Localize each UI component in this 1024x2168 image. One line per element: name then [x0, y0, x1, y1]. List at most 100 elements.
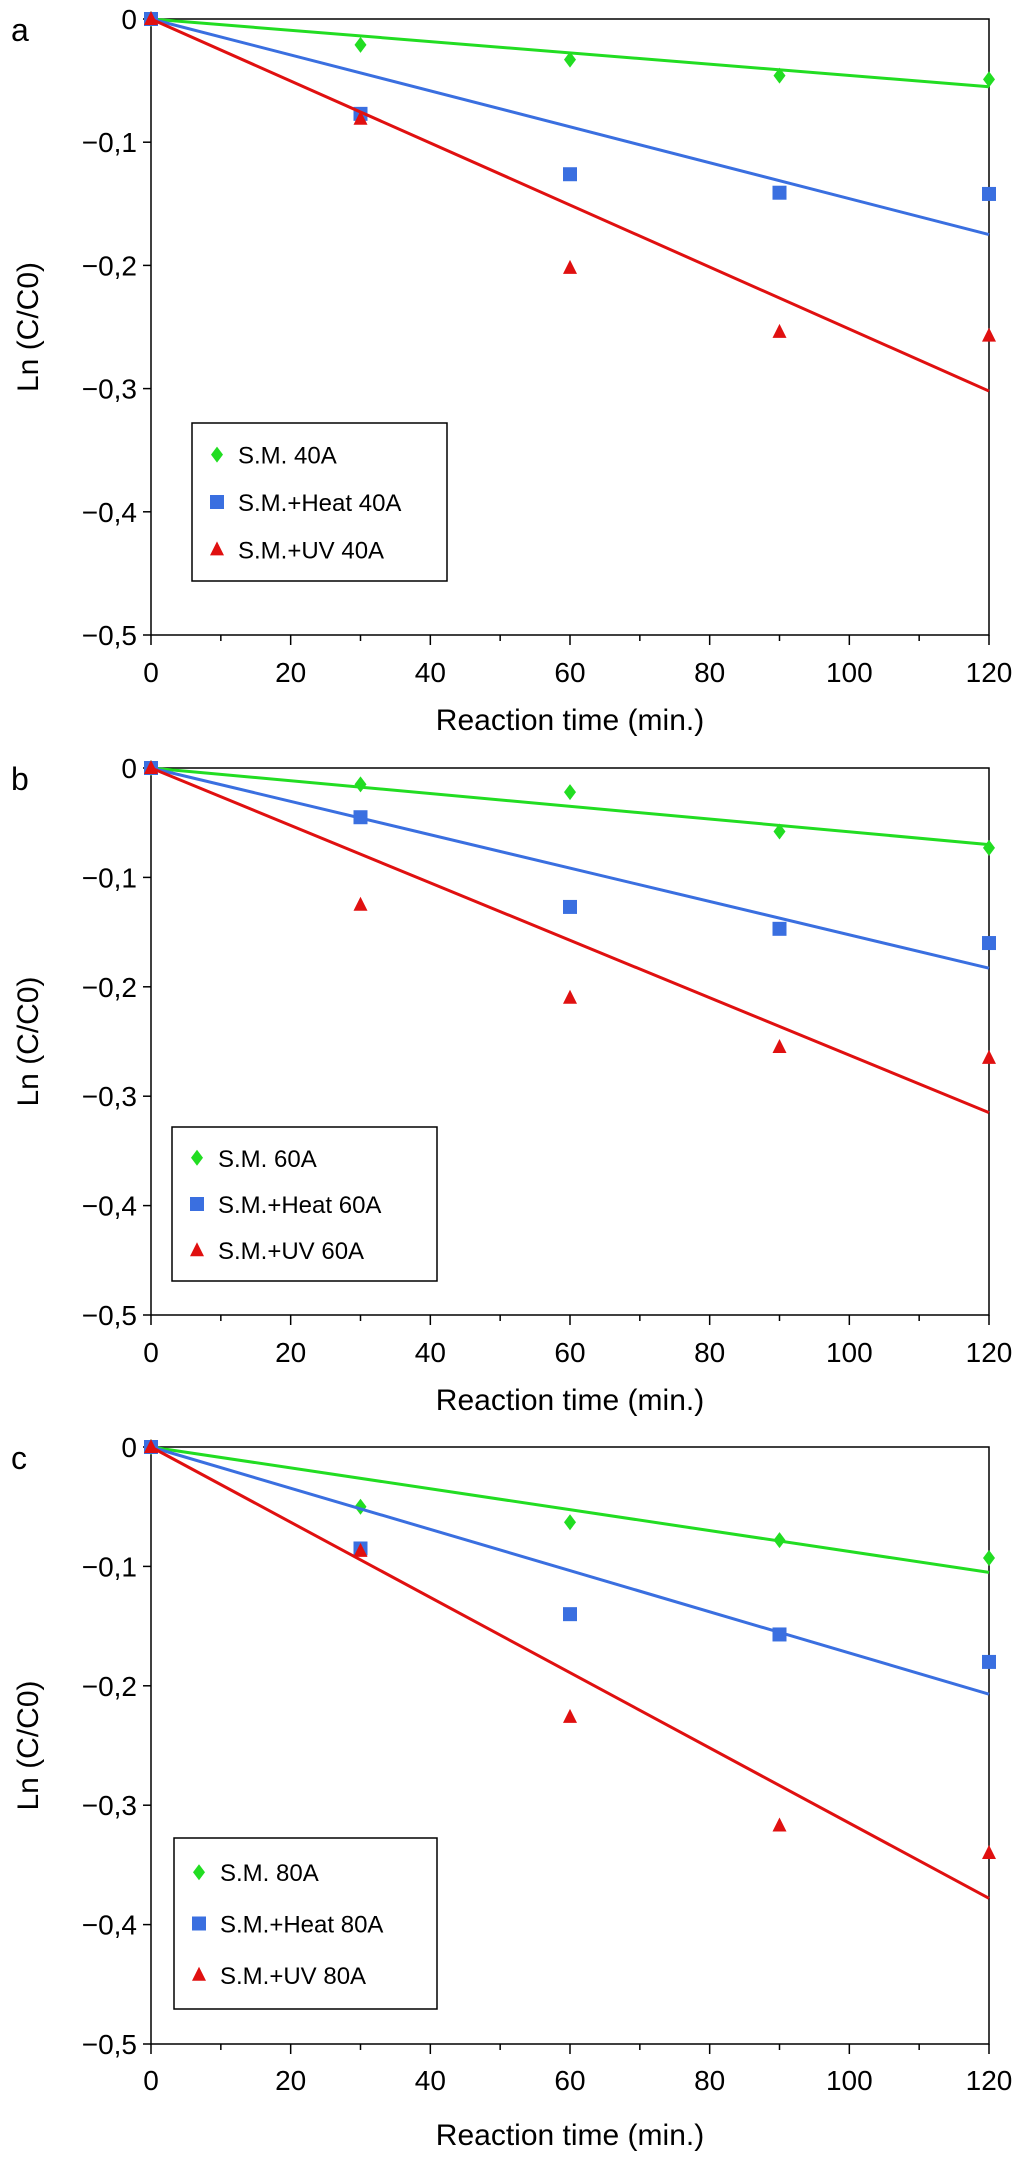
fit-line — [150, 17, 990, 393]
data-point — [983, 71, 995, 88]
data-point — [564, 1514, 576, 1531]
legend-marker — [191, 1149, 203, 1166]
y-tick-label: −0,1 — [82, 862, 137, 893]
x-tick-label: 120 — [966, 2065, 1013, 2096]
data-point — [772, 1038, 787, 1053]
legend-marker — [190, 1242, 204, 1257]
x-tick-label: 120 — [966, 1337, 1013, 1368]
legend-label: S.M.+Heat 80A — [220, 1912, 383, 1939]
legend-label: S.M.+Heat 60A — [218, 1192, 381, 1219]
x-tick-label: 100 — [826, 1337, 873, 1368]
fit-line — [150, 1445, 990, 1696]
data-point — [144, 11, 158, 25]
legend-label: S.M. 80A — [220, 1860, 319, 1887]
legend-label: S.M.+Heat 40A — [238, 490, 401, 517]
data-point — [983, 839, 995, 856]
x-tick-label: 80 — [694, 657, 725, 688]
x-tick-label: 0 — [143, 2065, 159, 2096]
x-tick-label: 120 — [966, 657, 1013, 688]
data-point — [773, 67, 786, 84]
y-tick-label: −0,4 — [82, 497, 137, 528]
panel-a: a 0−0,1−0,2−0,3−0,4−0,50 20 40 60 80 100 120Rea… — [11, 4, 1012, 737]
y-tick-label: −0,3 — [82, 374, 137, 405]
data-point — [353, 896, 368, 911]
data-point — [982, 1049, 996, 1064]
data-point — [563, 167, 577, 182]
data-point — [354, 36, 367, 53]
fit-line — [150, 1445, 990, 1900]
x-tick-label: 20 — [275, 2065, 306, 2096]
y-axis-label: Ln (C/C0) — [12, 976, 45, 1106]
x-tick-label: 20 — [275, 657, 306, 688]
legend-marker — [211, 446, 223, 463]
legend-marker — [210, 541, 224, 556]
data-point — [564, 784, 576, 801]
legend-marker — [193, 1864, 205, 1881]
data-point — [772, 1817, 787, 1832]
legend-marker — [190, 1197, 204, 1211]
y-axis-label: Ln (C/C0) — [12, 1680, 45, 1810]
x-tick-label: 80 — [694, 1337, 725, 1368]
legend-box — [173, 1837, 438, 2010]
x-tick-label: 100 — [826, 2065, 873, 2096]
data-point — [983, 1550, 995, 1567]
y-tick-label: −0,5 — [82, 1300, 137, 1331]
x-tick-label: 0 — [143, 657, 159, 688]
panel-label: a — [11, 12, 29, 48]
y-tick-label: −0,5 — [82, 620, 137, 651]
y-tick-label: −0,1 — [82, 127, 137, 158]
y-tick-label: −0,2 — [82, 250, 137, 281]
panel-label: c — [11, 1440, 27, 1476]
data-point — [353, 810, 368, 825]
legend-label: S.M.+UV 40A — [238, 537, 384, 564]
fit-line — [150, 766, 990, 970]
data-point — [982, 1654, 996, 1669]
fit-line — [150, 766, 990, 847]
data-point — [353, 1542, 368, 1557]
data-point — [353, 110, 368, 125]
y-axis-label: Ln (C/C0) — [12, 262, 45, 392]
fit-line — [150, 766, 990, 1114]
data-point — [144, 760, 158, 774]
y-tick-label: −0,4 — [82, 1191, 137, 1222]
x-tick-label: 100 — [826, 657, 873, 688]
legend-marker — [210, 495, 224, 509]
legend-box — [191, 422, 448, 582]
y-tick-label: −0,4 — [82, 1910, 137, 1941]
y-tick-label: −0,2 — [82, 1671, 137, 1702]
y-tick-label: 0 — [121, 1432, 137, 1463]
panel-label: b — [11, 761, 29, 797]
data-point — [563, 989, 577, 1004]
data-point — [354, 776, 367, 793]
fit-line — [150, 1445, 990, 1574]
y-tick-label: 0 — [121, 753, 137, 784]
x-tick-label: 60 — [554, 657, 585, 688]
x-tick-label: 40 — [415, 1337, 446, 1368]
x-axis-label: Reaction time (min.) — [436, 1384, 704, 1417]
x-tick-label: 0 — [143, 1337, 159, 1368]
data-point — [563, 1607, 577, 1622]
data-point — [563, 1708, 577, 1723]
legend-label: S.M. 40A — [238, 443, 337, 470]
y-tick-label: 0 — [121, 4, 137, 35]
legend: S.M. 60A S.M.+Heat 60A S.M.+UV 60A — [171, 1126, 438, 1282]
legend-label: S.M.+UV 60A — [218, 1238, 364, 1265]
data-point — [773, 823, 786, 840]
fit-line — [150, 17, 990, 237]
data-point — [563, 899, 577, 914]
legend-label: S.M.+UV 80A — [220, 1963, 366, 1990]
data-point — [772, 185, 787, 200]
x-tick-label: 60 — [554, 2065, 585, 2096]
data-point — [772, 1627, 787, 1642]
data-point — [982, 1844, 996, 1859]
legend: S.M. 40A S.M.+Heat 40A S.M.+UV 40A — [191, 422, 448, 582]
x-tick-label: 20 — [275, 1337, 306, 1368]
data-point — [772, 921, 787, 936]
x-tick-label: 60 — [554, 1337, 585, 1368]
legend-label: S.M. 60A — [218, 1146, 317, 1173]
data-point — [772, 323, 787, 338]
data-point — [982, 936, 996, 951]
legend-marker — [192, 1966, 206, 1981]
x-tick-label: 40 — [415, 657, 446, 688]
